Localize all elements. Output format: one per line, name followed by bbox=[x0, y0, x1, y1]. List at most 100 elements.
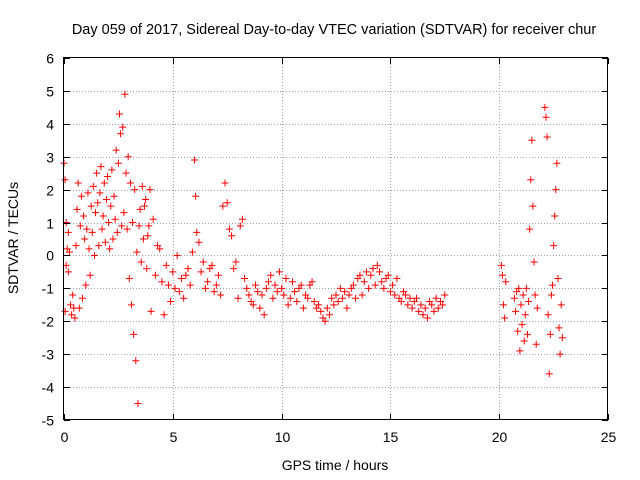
data-point bbox=[171, 284, 179, 292]
data-point bbox=[146, 186, 154, 194]
data-point bbox=[288, 278, 296, 286]
data-point bbox=[139, 235, 147, 243]
data-point bbox=[358, 291, 366, 299]
data-point bbox=[83, 225, 91, 233]
data-point bbox=[225, 225, 233, 233]
data-point bbox=[84, 189, 92, 197]
data-point bbox=[129, 219, 137, 227]
data-point bbox=[204, 278, 212, 286]
data-point bbox=[251, 281, 259, 289]
data-point bbox=[143, 265, 151, 273]
data-point bbox=[249, 301, 257, 309]
data-point bbox=[67, 301, 75, 309]
data-point bbox=[98, 225, 106, 233]
data-point bbox=[238, 215, 246, 223]
data-point bbox=[64, 268, 72, 276]
data-point bbox=[134, 400, 142, 408]
data-point bbox=[169, 268, 177, 276]
data-point bbox=[497, 261, 505, 269]
data-point bbox=[275, 268, 283, 276]
data-point bbox=[197, 268, 205, 276]
data-point bbox=[330, 301, 338, 309]
data-point bbox=[180, 294, 188, 302]
data-point bbox=[89, 182, 97, 190]
y-tick-label: 3 bbox=[46, 150, 54, 166]
data-point bbox=[526, 225, 534, 233]
data-point bbox=[210, 288, 218, 296]
data-point bbox=[178, 274, 186, 282]
data-point bbox=[132, 357, 140, 365]
data-point bbox=[310, 298, 318, 306]
data-point bbox=[441, 291, 449, 299]
data-point bbox=[186, 281, 194, 289]
data-point bbox=[284, 301, 292, 309]
data-point bbox=[325, 311, 333, 319]
data-point bbox=[184, 265, 192, 273]
data-point bbox=[365, 284, 373, 292]
data-point bbox=[236, 222, 244, 230]
data-point bbox=[107, 202, 115, 210]
data-point bbox=[93, 169, 101, 177]
data-point bbox=[113, 228, 121, 236]
data-point bbox=[74, 179, 82, 187]
data-point bbox=[510, 294, 518, 302]
data-point bbox=[123, 225, 131, 233]
data-point bbox=[115, 110, 123, 118]
data-point bbox=[528, 136, 536, 144]
axes: 0 5 10 15 20 25 -5 -4 -3 -2 -1 0 1 2 3 4 5 6 bbox=[42, 51, 617, 446]
data-point bbox=[82, 281, 90, 289]
data-point bbox=[94, 199, 102, 207]
x-tick-label: 10 bbox=[275, 429, 291, 445]
data-point bbox=[120, 209, 128, 217]
data-point bbox=[521, 311, 529, 319]
data-point bbox=[393, 274, 401, 282]
data-point bbox=[293, 298, 301, 306]
data-point bbox=[117, 130, 125, 138]
data-point bbox=[352, 294, 360, 302]
data-point bbox=[108, 166, 116, 174]
data-point bbox=[389, 281, 397, 289]
data-point bbox=[144, 232, 152, 240]
data-point bbox=[408, 304, 416, 312]
data-point bbox=[349, 281, 357, 289]
data-point bbox=[112, 146, 120, 154]
data-point bbox=[373, 261, 381, 269]
data-point bbox=[135, 222, 143, 230]
data-point bbox=[188, 248, 196, 256]
data-point bbox=[114, 159, 122, 167]
data-point bbox=[119, 123, 127, 131]
data-point bbox=[286, 294, 294, 302]
data-point bbox=[532, 340, 540, 348]
data-point bbox=[413, 294, 421, 302]
data-point bbox=[522, 284, 530, 292]
data-point bbox=[96, 189, 104, 197]
data-point bbox=[343, 304, 351, 312]
data-point bbox=[402, 291, 410, 299]
y-tick-label: 5 bbox=[46, 84, 54, 100]
data-point bbox=[315, 301, 323, 309]
data-point bbox=[127, 301, 135, 309]
data-point bbox=[76, 222, 84, 230]
data-point bbox=[243, 284, 251, 292]
data-point bbox=[100, 179, 108, 187]
data-point bbox=[191, 156, 199, 164]
data-point bbox=[517, 301, 525, 309]
data-point bbox=[234, 294, 242, 302]
data-point bbox=[121, 90, 129, 98]
data-point bbox=[260, 311, 268, 319]
data-point bbox=[378, 278, 386, 286]
data-point bbox=[525, 298, 533, 306]
data-point bbox=[267, 271, 275, 279]
data-point bbox=[136, 205, 144, 213]
data-point bbox=[199, 258, 207, 266]
data-point bbox=[428, 301, 436, 309]
data-point bbox=[551, 212, 559, 220]
x-tick-label: 15 bbox=[383, 429, 399, 445]
data-point bbox=[265, 278, 273, 286]
data-point bbox=[516, 347, 524, 355]
data-point bbox=[147, 307, 155, 315]
data-point bbox=[195, 238, 203, 246]
data-point bbox=[527, 176, 535, 184]
data-point bbox=[72, 242, 80, 250]
